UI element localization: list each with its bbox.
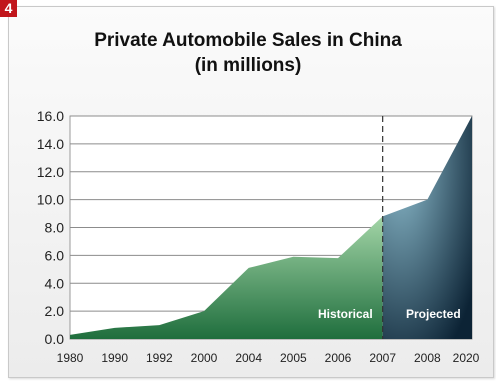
data-point	[427, 199, 429, 201]
area-series	[69, 115, 473, 339]
chart-subtitle: (in millions)	[194, 55, 302, 76]
x-tick-label: 1990	[101, 351, 128, 365]
data-point	[471, 115, 473, 117]
x-axis: 1980 1990 1992 2000 2004 2005 2006 2007 2008 2020	[57, 351, 480, 365]
y-tick-label: 10.0	[37, 192, 64, 208]
x-tick-label: 2004	[235, 351, 262, 365]
projected-area	[382, 116, 472, 339]
data-point	[114, 327, 116, 329]
historical-label: Historical	[318, 307, 373, 321]
data-point	[203, 310, 205, 312]
y-tick-label: 2.0	[45, 303, 65, 319]
x-tick-label: 1980	[57, 351, 84, 365]
x-tick-label: 2007	[369, 351, 396, 365]
data-point	[159, 324, 161, 326]
slide-number-badge: 4	[0, 0, 17, 17]
y-tick-label: 0.0	[45, 331, 65, 347]
x-tick-label: 1992	[146, 351, 173, 365]
y-axis: 0.0 2.0 4.0 6.0 8.0 10.0 12.0 14.0 16.0	[37, 108, 64, 347]
x-tick-label: 2008	[414, 351, 441, 365]
y-tick-label: 12.0	[37, 164, 64, 180]
chart-title: Private Automobile Sales in China	[94, 30, 402, 51]
historical-area	[70, 216, 383, 339]
y-tick-label: 14.0	[37, 136, 64, 152]
y-tick-label: 6.0	[45, 247, 65, 263]
data-point	[69, 334, 71, 336]
data-point	[293, 256, 295, 258]
x-tick-label: 2000	[191, 351, 218, 365]
y-tick-label: 8.0	[45, 220, 65, 236]
data-point	[248, 267, 250, 269]
annotations: Historical Projected	[318, 116, 461, 339]
x-tick-label: 2020	[453, 351, 480, 365]
y-tick-label: 4.0	[45, 275, 65, 291]
y-tick-label: 16.0	[37, 108, 64, 124]
x-tick-label: 2006	[325, 351, 352, 365]
projected-label: Projected	[406, 307, 461, 321]
data-point	[337, 257, 339, 259]
x-tick-label: 2005	[280, 351, 307, 365]
